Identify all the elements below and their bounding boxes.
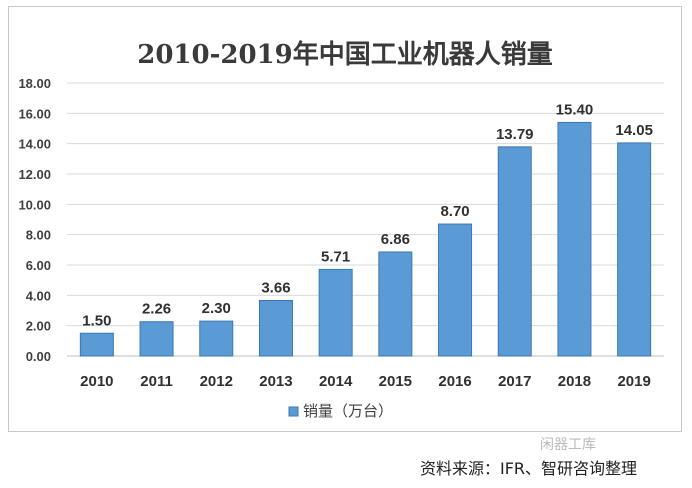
x-tick-label: 2012 [200,373,233,390]
bar [318,268,353,357]
bar-fill [497,146,532,357]
legend: 销量（万台） [288,402,393,420]
y-tick-label: 0.00 [26,349,51,364]
x-tick-label: 2016 [438,373,471,390]
chart-title: 2010-2019年中国工业机器人销量 [137,39,553,70]
bar [79,332,114,357]
value-label: 2.30 [202,300,231,317]
bar-fill [617,142,652,357]
legend-swatch [288,406,299,417]
bar-fill [199,320,234,357]
source-note: 资料来源：IFR、智研咨询整理 [420,459,638,478]
bar-fill [79,332,114,357]
chart-frame: 2010-2019年中国工业机器人销量 0.00 2.00 4.00 6.00 8.00… [8,6,682,432]
y-tick-label: 8.00 [26,228,51,243]
bar [378,251,413,357]
y-tick-label: 12.00 [18,167,51,182]
x-tick-label: 2013 [259,373,292,390]
y-tick-label: 6.00 [26,258,51,273]
bar [438,223,473,357]
bar [617,142,652,357]
value-label: 1.50 [82,312,111,329]
x-tick-label: 2011 [140,373,173,390]
x-tick-label: 2019 [617,373,650,390]
value-label: 3.66 [261,279,290,296]
bar-chart: 2010-2019年中国工业机器人销量 0.00 2.00 4.00 6.00 8.00… [18,39,664,420]
bar [139,321,174,357]
value-label: 6.86 [381,231,410,248]
y-tick-label: 16.00 [18,106,51,121]
value-labels: 1.50 2.26 2.30 3.66 5.71 6.86 8.70 13.79 15.40 14… [82,101,653,329]
bar-fill [139,321,174,357]
x-axis-ticks: 2010 2011 2012 2013 2014 2015 2016 2017 2018 2019 [80,373,651,390]
legend-label: 销量（万台） [303,402,393,420]
bar-fill [258,299,293,357]
value-label: 14.05 [615,122,653,139]
bars [79,121,652,357]
bar [258,299,293,357]
bar [497,146,532,357]
bar-fill [438,223,473,357]
value-label: 8.70 [440,203,469,220]
value-label: 15.40 [556,101,594,118]
watermark-text: 闲器工库 [540,437,596,453]
bar-fill [378,251,413,357]
bar-fill [557,121,592,357]
value-label: 13.79 [496,126,534,143]
x-tick-label: 2015 [379,373,412,390]
bar-fill [318,268,353,357]
y-tick-label: 10.00 [18,197,51,212]
bar [557,121,592,357]
x-tick-label: 2018 [558,373,591,390]
bar [199,320,234,357]
y-tick-label: 14.00 [18,137,51,152]
x-tick-label: 2014 [319,373,353,390]
y-tick-label: 2.00 [26,319,51,334]
x-tick-label: 2017 [498,373,531,390]
x-tick-label: 2010 [80,373,113,390]
y-tick-label: 18.00 [18,76,51,91]
value-label: 5.71 [321,248,350,265]
value-label: 2.26 [142,301,171,318]
y-tick-label: 4.00 [26,288,51,303]
y-axis-ticks: 0.00 2.00 4.00 6.00 8.00 10.00 12.00 14.00 16.00… [18,76,51,364]
